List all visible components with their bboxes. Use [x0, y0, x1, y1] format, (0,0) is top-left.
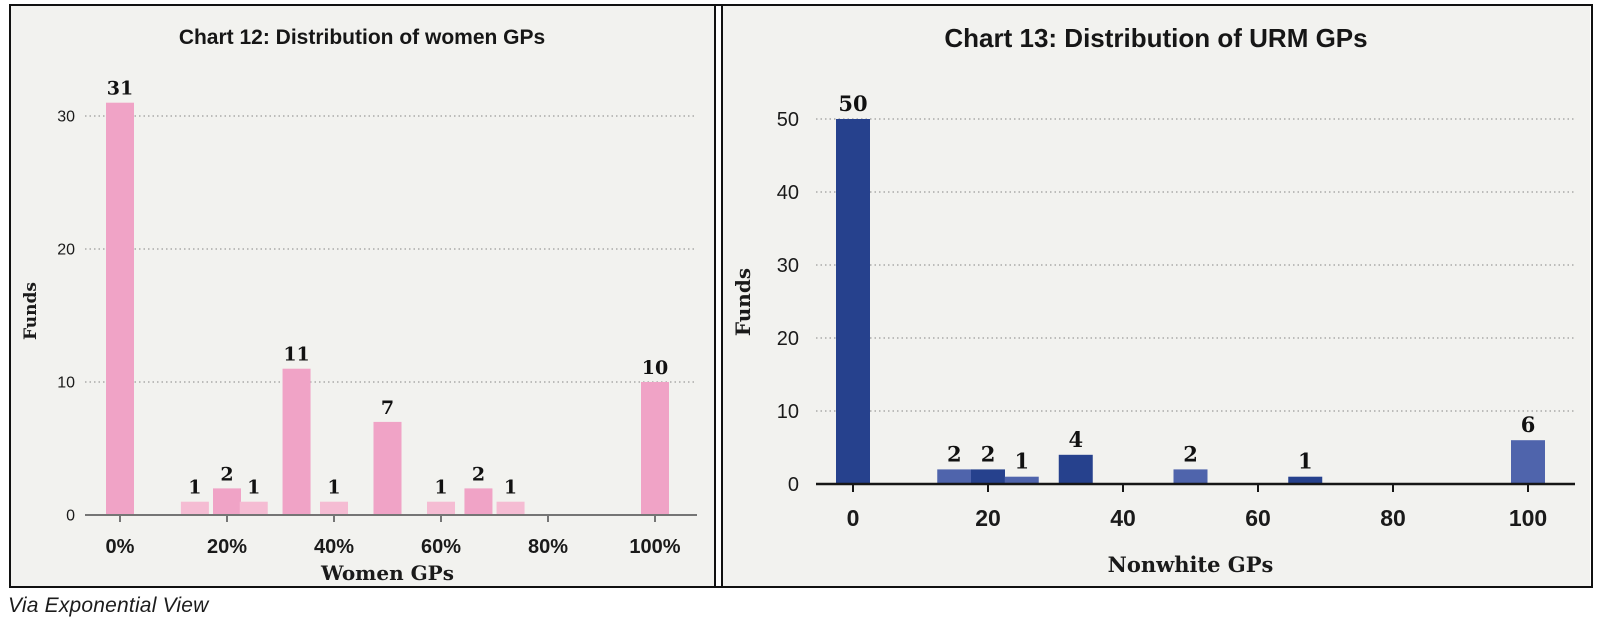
y-tick-label: 40: [777, 182, 799, 204]
bar-value-label: 2: [1183, 441, 1198, 466]
y-tick-label: 50: [777, 109, 799, 131]
bar: [427, 501, 455, 515]
bar: [213, 488, 241, 515]
bar-value-label: 2: [981, 441, 996, 466]
y-tick-label: 30: [57, 109, 75, 126]
bar-value-label: 1: [434, 477, 447, 499]
bar: [1173, 469, 1208, 484]
x-tick-label: 60: [1245, 505, 1271, 531]
bar: [1511, 440, 1545, 484]
bar-value-label: 4: [1068, 427, 1083, 452]
y-axis-title: Funds: [21, 282, 41, 340]
bar-value-label: 10: [642, 357, 668, 379]
x-tick-label: 20%: [207, 536, 247, 558]
bar: [496, 501, 525, 515]
chart-title: Chart 13: Distribution of URM GPs: [944, 23, 1367, 53]
chart-13-panel: 0 20 40 60 80 100 0 10 20 30 40 50 50 2 2 1 4 2 1 6 Funds Non…: [723, 6, 1590, 586]
bar-value-label: 50: [838, 91, 867, 116]
bar: [180, 501, 209, 515]
x-tick-label: 40%: [314, 536, 354, 558]
x-axis-title: Women GPs: [320, 561, 454, 585]
bar: [1058, 454, 1093, 484]
bar-value-label: 1: [188, 477, 201, 499]
x-axis-title: Nonwhite GPs: [1108, 552, 1274, 577]
bar-value-label: 31: [107, 78, 133, 100]
x-tick-label: 0%: [106, 536, 135, 558]
y-tick-label: 30: [777, 255, 799, 277]
x-tick-label: 100%: [629, 536, 680, 558]
bar-value-label: 2: [947, 441, 962, 466]
bar-value-label: 1: [1014, 449, 1029, 474]
chart-12-svg: 0% 20% 40% 60% 80% 100%010203031121111712110F…: [21, 26, 697, 585]
bar: [971, 469, 1005, 484]
bar: [373, 421, 402, 515]
bar-value-label: 7: [381, 397, 394, 419]
x-tick-label: 40: [1110, 505, 1136, 531]
panel-divider: [714, 6, 723, 586]
bar-value-label: 2: [220, 463, 233, 485]
x-tick-label: 0: [847, 505, 860, 531]
x-tick-label: 60%: [421, 536, 461, 558]
y-tick-label: 20: [777, 328, 799, 350]
bar: [239, 501, 268, 515]
bar-value-label: 1: [504, 477, 517, 499]
bar-value-label: 1: [247, 477, 260, 499]
bar: [464, 488, 493, 515]
figure-caption: Via Exponential View: [8, 594, 209, 617]
bar: [641, 382, 669, 515]
bar-value-label: 2: [472, 463, 485, 485]
y-tick-label: 20: [57, 242, 75, 259]
bar-value-label: 11: [283, 344, 309, 366]
bar: [320, 501, 348, 515]
y-tick-label: 0: [788, 474, 799, 496]
x-tick-label: 80%: [528, 536, 568, 558]
bar: [937, 469, 972, 484]
chart-title: Chart 12: Distribution of women GPs: [179, 26, 545, 49]
bar-value-label: 1: [1298, 449, 1313, 474]
y-tick-label: 10: [57, 375, 75, 392]
bar: [282, 368, 311, 515]
y-tick-label: 0: [66, 508, 75, 525]
bar: [1004, 476, 1039, 484]
bar: [106, 102, 134, 515]
y-axis-title: Funds: [731, 268, 755, 336]
x-tick-label: 80: [1380, 505, 1406, 531]
chart-12-panel: 0% 20% 40% 60% 80% 100% 0 10 20 30 31 1 2 1 11 1 7 1 2 1 10 F…: [11, 6, 714, 586]
bar: [1288, 476, 1323, 484]
bar: [836, 119, 870, 484]
y-tick-label: 10: [777, 401, 799, 423]
x-tick-label: 100: [1509, 505, 1547, 531]
bar-value-label: 6: [1521, 412, 1536, 437]
charts-figure: 0% 20% 40% 60% 80% 100% 0 10 20 30 31 1 2 1 11 1 7 1 2 1 10 F…: [9, 4, 1593, 588]
bar-value-label: 1: [327, 477, 340, 499]
x-tick-label: 20: [975, 505, 1001, 531]
